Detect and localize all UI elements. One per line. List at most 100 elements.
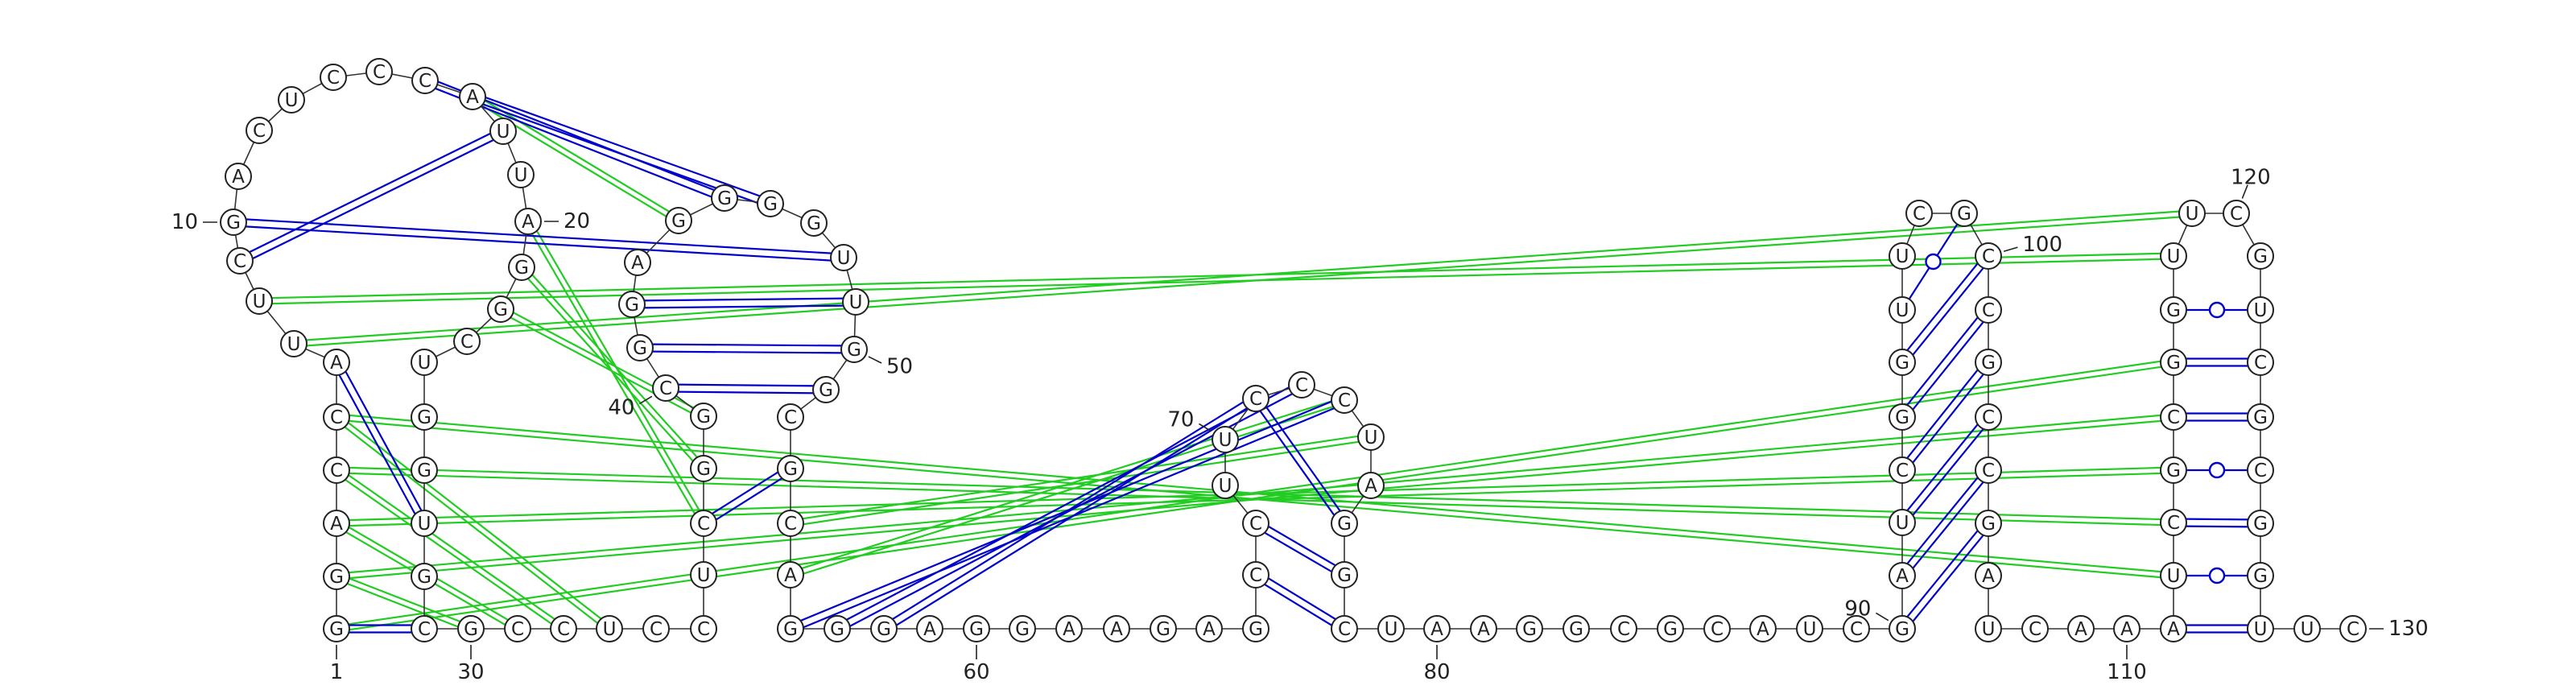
position-label-60: 60 (963, 645, 990, 684)
nucleotide-base-letter: A (2120, 619, 2133, 640)
nucleotide-63: A (1103, 615, 1130, 642)
nucleotide-55: A (777, 561, 804, 589)
base-pair-10-48 (233, 217, 844, 262)
nucleotide-17: A (459, 83, 486, 110)
nucleotide-base-letter: G (417, 407, 431, 428)
nucleotide-base-letter: C (784, 514, 797, 535)
nucleotide-base-letter: G (1981, 514, 1996, 535)
nucleotide-base-letter: G (671, 211, 686, 232)
nucleotide-base-letter: C (1982, 461, 1995, 481)
base-pair-116-123 (2174, 357, 2260, 367)
position-label-text: 40 (608, 396, 634, 420)
nucleotide-base-letter: U (1385, 619, 1398, 640)
base-pair-94-101 (1898, 307, 1992, 420)
position-label-text: 10 (171, 210, 198, 234)
nucleotide-49: U (842, 288, 869, 316)
nucleotide-14: C (320, 64, 347, 91)
nucleotide-base-letter: A (1896, 566, 1909, 587)
nucleotide-114: G (2160, 456, 2187, 484)
nucleotide-120: C (2223, 200, 2250, 227)
nucleotide-34: C (642, 615, 670, 642)
nucleotide-base-letter: G (696, 459, 711, 480)
base-pair-41-50 (639, 343, 855, 354)
nucleotide-77: G (1331, 561, 1358, 589)
nucleotide-base-letter: C (1338, 390, 1351, 411)
nucleotide-112: U (2160, 562, 2187, 589)
nucleotide-base-letter: A (232, 167, 245, 188)
nucleotide-127: G (2247, 562, 2274, 589)
nucleotide-base-letter: G (1981, 353, 1996, 374)
nucleotide-38: G (690, 455, 717, 482)
position-label-80: 80 (1423, 645, 1451, 684)
nucleotide-92: U (1889, 509, 1916, 536)
nucleotide-base-letter: C (330, 461, 343, 481)
nucleotide-5: C (323, 403, 350, 431)
nucleotide-15: C (365, 58, 393, 85)
nucleotide-89: C (1843, 615, 1870, 642)
nucleotide-base-letter: A (631, 253, 644, 274)
nucleotide-base-letter: G (717, 188, 732, 209)
nucleotide-base-letter: U (418, 353, 431, 374)
nucleotide-base-letter: U (2167, 246, 2181, 267)
nucleotide-base-letter: A (1477, 619, 1490, 640)
base-pair-113-126 (2173, 518, 2261, 528)
position-label-text: 30 (457, 660, 484, 684)
nucleotide-111: A (2160, 615, 2187, 642)
nucleotide-base-letter: U (497, 122, 510, 142)
nucleotide-base-letter: G (696, 407, 711, 427)
pseudoknot-pair-5-33 (334, 414, 612, 632)
nucleotide-101: C (1975, 296, 2002, 324)
nucleotide-39: G (690, 403, 717, 430)
nucleotide-65: A (1195, 615, 1223, 642)
nucleotide-base-letter: C (1982, 246, 1995, 267)
nucleotide-base-letter: A (1982, 566, 1995, 587)
nucleotide-93: C (1889, 456, 1916, 484)
nucleotide-base-letter: C (327, 68, 340, 89)
nucleotide-125: C (2247, 456, 2274, 484)
nucleotide-51: G (812, 376, 840, 403)
position-label-110: 110 (2107, 645, 2147, 684)
nucleotide-1: G (323, 615, 350, 642)
pseudoknot-pair-17-44 (470, 93, 681, 224)
nucleotide-11: A (225, 163, 252, 190)
nucleotide-base-letter: C (233, 251, 246, 272)
base-pair-42-49 (631, 297, 857, 309)
nucleotide-base-letter: U (837, 248, 851, 269)
nucleotide-35: C (690, 615, 717, 642)
pseudoknot-pair-layer (258, 93, 2193, 633)
nucleotide-base-letter: C (511, 619, 524, 640)
nucleotide-58: G (870, 615, 898, 642)
nucleotide-84: C (1610, 615, 1637, 642)
nucleotide-base-letter: C (1850, 619, 1863, 640)
nucleotide-base-letter: A (1430, 619, 1443, 640)
nucleotide-base-letter: C (2347, 619, 2359, 640)
nucleotide-29: C (411, 615, 438, 642)
nucleotide-7: U (280, 330, 308, 357)
nucleotide-base-letter: U (1364, 427, 1378, 448)
nucleotide-16: C (411, 67, 439, 94)
nucleotide-base-letter: C (1338, 619, 1351, 640)
nucleotide-103: C (1975, 403, 2002, 431)
nucleotide-13: U (278, 86, 305, 114)
base-pair-9-18 (237, 126, 506, 266)
nucleotide-52: C (777, 403, 804, 431)
nucleotide-base-letter: C (418, 619, 431, 640)
nucleotide-3: A (323, 510, 350, 537)
nucleotide-base-letter: U (1803, 619, 1817, 640)
pseudoknot-pair-5-112 (336, 413, 2174, 580)
nucleotide-base-letter: A (1110, 619, 1123, 640)
nucleotide-base-letter: G (847, 340, 861, 361)
nucleotide-123: C (2247, 349, 2274, 376)
nucleotide-107: U (1975, 615, 2002, 642)
nucleotide-21: G (508, 254, 535, 281)
nucleotide-base-letter: U (1219, 476, 1232, 497)
position-label-130: 130 (2369, 617, 2429, 641)
nucleotide-base-letter: C (1295, 375, 1308, 396)
nucleotide-57: G (824, 615, 851, 642)
nucleotide-36: U (690, 561, 717, 589)
nucleotide-base-letter: A (1063, 619, 1075, 640)
nucleotide-base-letter: A (784, 565, 797, 586)
nucleotide-base-letter: U (1896, 300, 1909, 321)
nucleotide-base-letter: C (650, 619, 663, 640)
